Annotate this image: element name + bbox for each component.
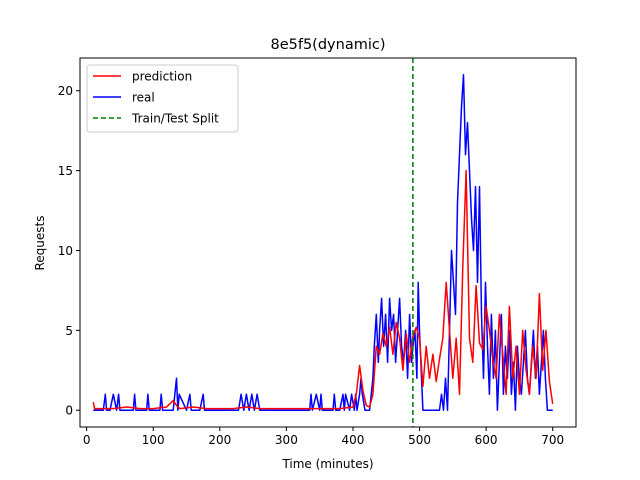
y-tick-label: 15	[58, 164, 73, 178]
series-layer	[92, 58, 554, 427]
x-tick-label: 400	[342, 433, 365, 447]
x-tick-label: 500	[408, 433, 431, 447]
y-axis: 0 5 10 15 20	[58, 84, 80, 418]
x-axis: 0 100 200 300 400 500 600 700	[83, 427, 564, 447]
x-tick-label: 200	[208, 433, 231, 447]
legend-box	[86, 64, 239, 133]
legend-label-split: Train/Test Split	[131, 112, 219, 126]
y-tick-label: 5	[65, 324, 73, 338]
prediction-series-line	[92, 169, 554, 410]
legend-label-real: real	[132, 91, 155, 105]
plot-frame	[79, 57, 577, 428]
legend: prediction real Train/Test Split	[86, 64, 239, 133]
y-tick-label: 10	[58, 244, 73, 258]
chart-title: 8e5f5(dynamic)	[270, 37, 385, 53]
y-axis-label: Requests	[33, 216, 47, 271]
x-tick-label: 700	[541, 433, 564, 447]
x-tick-label: 100	[142, 433, 165, 447]
x-tick-label: 300	[275, 433, 298, 447]
x-tick-label: 600	[475, 433, 498, 447]
x-tick-label: 0	[83, 433, 91, 447]
x-axis-label: Time (minutes)	[281, 457, 373, 471]
y-tick-label: 0	[65, 404, 73, 418]
y-tick-label: 20	[58, 84, 73, 98]
legend-label-prediction: prediction	[132, 70, 192, 84]
